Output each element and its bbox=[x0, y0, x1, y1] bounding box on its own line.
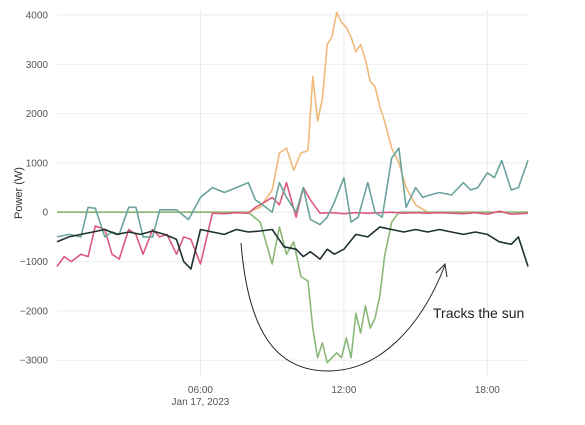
y-tick-label: 2000 bbox=[26, 109, 49, 120]
annotation-text: Tracks the sun bbox=[433, 305, 524, 321]
x-tick-label: 18:00 bbox=[475, 385, 500, 396]
series-line-1 bbox=[57, 11, 528, 213]
x-tick-label: 06:00 bbox=[188, 385, 213, 396]
y-tick-label: −2000 bbox=[20, 306, 49, 317]
y-tick-label: 3000 bbox=[26, 60, 49, 71]
series-line-2 bbox=[57, 211, 528, 364]
series-line-3 bbox=[56, 181, 529, 267]
y-axis-title: Power (W) bbox=[13, 167, 25, 219]
y-tick-label: 0 bbox=[42, 208, 48, 219]
annotation: Tracks the sun bbox=[240, 242, 524, 372]
x-tick-sublabel: Jan 17, 2023 bbox=[172, 397, 230, 408]
y-tick-label: 1000 bbox=[26, 158, 49, 169]
x-tick-label: 12:00 bbox=[331, 385, 356, 396]
grid bbox=[57, 10, 528, 375]
annotation-arrowhead bbox=[435, 262, 448, 278]
series-line-5 bbox=[56, 226, 529, 270]
y-tick-label: −3000 bbox=[20, 356, 49, 367]
series-lines bbox=[56, 11, 529, 364]
y-tick-label: −1000 bbox=[20, 257, 49, 268]
annotation-arrow bbox=[240, 242, 446, 372]
y-tick-label: 4000 bbox=[26, 10, 49, 21]
y-axis-ticks: −3000 −2000 −1000 0 1000 2000 3000 4000 bbox=[20, 10, 49, 366]
series-line-4 bbox=[56, 147, 529, 238]
